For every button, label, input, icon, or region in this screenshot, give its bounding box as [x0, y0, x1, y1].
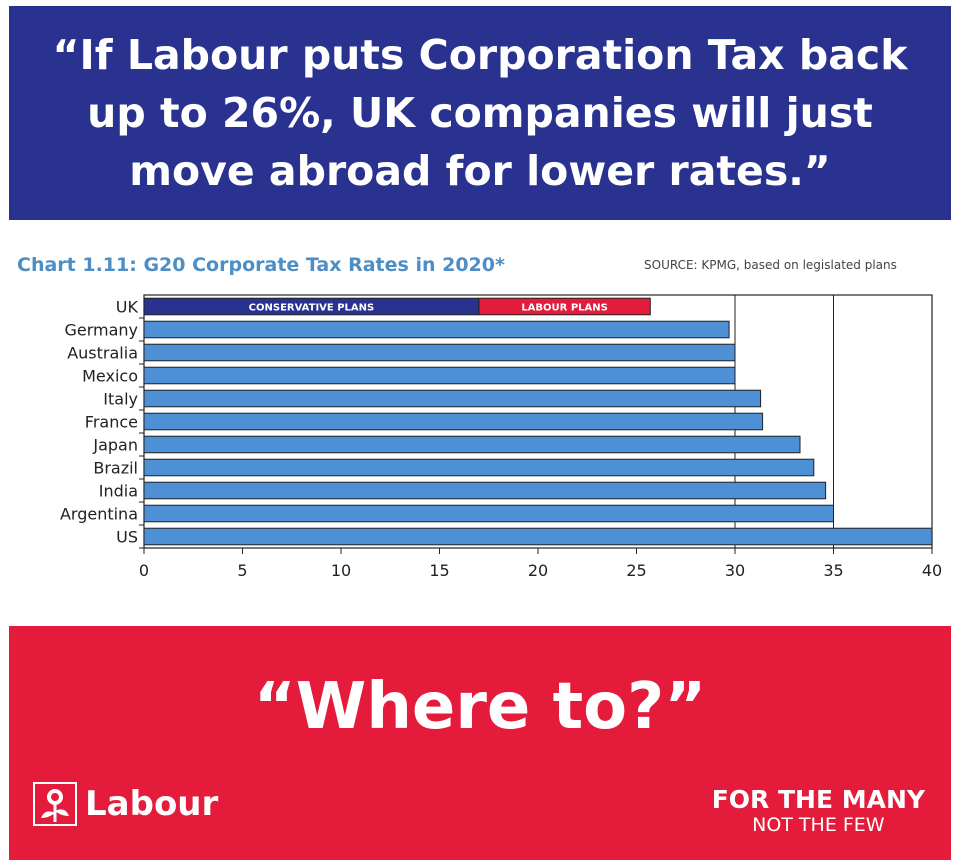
x-tick-label-10: 10	[331, 561, 351, 580]
x-tick-label-5: 5	[237, 561, 247, 580]
chart-source: SOURCE: KPMG, based on legislated plans	[644, 258, 897, 272]
slogan: FOR THE MANY NOT THE FEW	[711, 785, 925, 837]
bar-india	[143, 481, 827, 500]
bar-australia	[143, 343, 736, 362]
bar-germany	[143, 320, 730, 339]
slogan-line-1: FOR THE MANY	[711, 785, 925, 814]
headline-banner: “If Labour puts Corporation Tax back up …	[9, 6, 951, 220]
x-tick-label-20: 20	[528, 561, 548, 580]
category-label-uk: UK	[116, 298, 139, 317]
category-label-india: India	[99, 482, 138, 501]
labour-rose-icon	[33, 782, 77, 826]
x-tick-label-25: 25	[626, 561, 646, 580]
x-tick-label-30: 30	[725, 561, 745, 580]
x-tick-label-0: 0	[139, 561, 149, 580]
bar-brazil	[143, 458, 815, 477]
bar-argentina	[143, 504, 834, 523]
bar-france	[143, 412, 764, 431]
category-label-france: France	[85, 413, 138, 432]
x-tick-label-40: 40	[922, 561, 942, 580]
category-label-australia: Australia	[67, 344, 138, 363]
category-label-brazil: Brazil	[93, 459, 138, 478]
headline-quote: “If Labour puts Corporation Tax back up …	[52, 31, 908, 195]
category-label-germany: Germany	[64, 321, 138, 340]
x-tick-label-15: 15	[429, 561, 449, 580]
segment-label-labour: LABOUR PLANS	[521, 303, 608, 314]
category-label-us: US	[116, 528, 138, 547]
category-label-japan: Japan	[92, 436, 138, 455]
category-label-italy: Italy	[103, 390, 138, 409]
answer-banner: “Where to?” Labour FOR THE MANY NOT THE …	[9, 626, 951, 860]
bar-mexico	[143, 366, 736, 385]
bar-japan	[143, 435, 801, 454]
labour-logo-text: Labour	[85, 784, 219, 824]
labour-logo: Labour	[33, 782, 218, 826]
bar-italy	[143, 389, 762, 408]
chart-title: Chart 1.11: G20 Corporate Tax Rates in 2…	[17, 254, 505, 276]
bar-us	[143, 527, 933, 546]
answer-text: “Where to?”	[253, 670, 707, 744]
segment-label-conservative: CONSERVATIVE PLANS	[249, 303, 375, 314]
bar-uk-labour	[478, 297, 651, 316]
category-label-mexico: Mexico	[82, 367, 138, 386]
tax-rate-chart: UK CONSERVATIVE PLANS LABOUR PLANS Germany A…	[60, 294, 942, 580]
slogan-line-2: NOT THE FEW	[752, 814, 885, 836]
category-label-argentina: Argentina	[60, 505, 138, 524]
x-tick-label-35: 35	[823, 561, 843, 580]
